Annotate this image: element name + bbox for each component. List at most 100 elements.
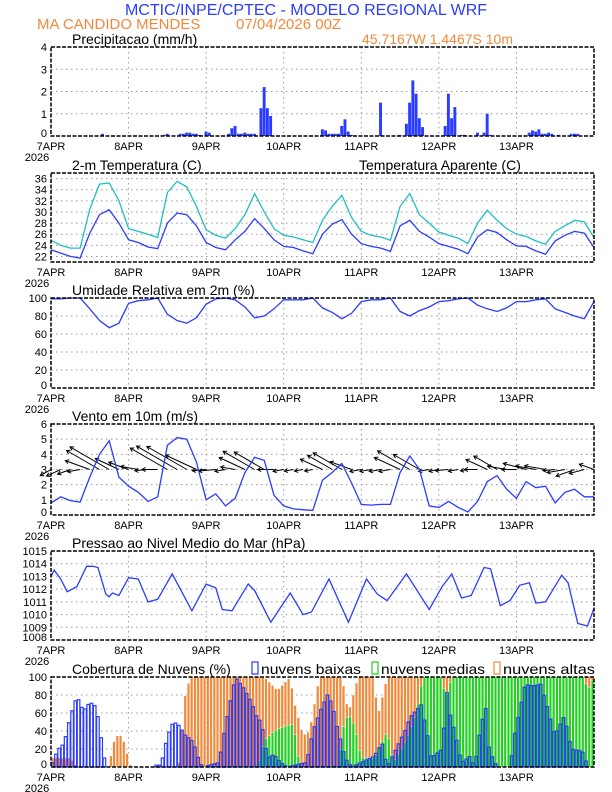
cloud-bar-nuvens-baixas — [76, 699, 81, 768]
wind-arrow-head — [329, 460, 335, 466]
cloud-bar-nuvens-baixas — [367, 757, 372, 768]
wind-arrow — [67, 469, 81, 473]
x-tick-label: 7APR — [37, 645, 66, 657]
wind-speed-line — [50, 436, 594, 513]
wind-arrow — [136, 445, 178, 470]
wind-arrow — [307, 454, 333, 470]
wind-arrow — [515, 465, 536, 470]
cloud-bar-nuvens-baixas — [170, 723, 175, 768]
y-tick-label: 30 — [35, 207, 47, 219]
wind-arrow — [465, 459, 488, 470]
precip-bar — [453, 107, 457, 136]
y-tick-label: 20 — [35, 365, 47, 377]
wind-arrow — [435, 469, 449, 472]
wind-arrow-head — [129, 447, 135, 452]
wind-arrow-head — [472, 455, 478, 460]
cloud-bar-nuvens-baixas — [92, 704, 97, 768]
wind-arrow — [569, 469, 585, 475]
cloud-bar-nuvens-altas — [125, 753, 129, 768]
precip-bar — [178, 133, 182, 136]
cloud-bar-nuvens-altas — [216, 676, 220, 768]
x-tick-label: 9APR — [192, 645, 221, 657]
cloud-bar-nuvens-baixas — [296, 763, 301, 768]
panel-wind: 01 2 3 4 5 6 7APR 8APR 9APR 10APR 11APR 12APR 13APR 2… — [25, 408, 595, 543]
precip-bar — [340, 125, 344, 136]
precip-bar — [188, 132, 192, 136]
precip-bar — [243, 132, 247, 136]
wind-arrow-head — [65, 449, 71, 455]
cloud-bar-nuvens-baixas — [312, 726, 317, 768]
cloud-bar-nuvens-baixas — [86, 703, 91, 768]
cloud-bar-nuvens-baixas — [186, 737, 191, 768]
x-tick-label: 11APR — [344, 267, 378, 279]
cloud-bar-nuvens-medias — [432, 676, 436, 768]
y-tick-label: 26 — [35, 229, 47, 241]
x-tick-label: 12APR — [421, 645, 456, 657]
precip-bar — [379, 102, 382, 136]
precip-bar — [450, 118, 454, 136]
station-location: 45.7167W 1.4467S 10m — [362, 31, 513, 47]
y-tick-label: 24 — [35, 240, 47, 252]
wind-arrow — [547, 469, 565, 474]
wind-arrow-head — [434, 467, 440, 473]
cloud-bar-nuvens-medias — [461, 676, 465, 768]
wind-arrow-head — [523, 463, 529, 469]
precip-bar — [324, 130, 328, 136]
cloud-bar-nuvens-medias — [506, 676, 510, 768]
cloud-bar-nuvens-altas — [300, 729, 304, 768]
precip-bar — [227, 133, 231, 136]
panel-title: Precipitacao (mm/h) — [72, 31, 197, 47]
y-tick-label: 40 — [35, 347, 47, 359]
x-tick-label: 12APR — [421, 520, 456, 532]
cloud-bar-nuvens-baixas — [438, 749, 443, 768]
cloud-bar-nuvens-baixas — [54, 753, 58, 768]
precip-bar — [269, 115, 273, 136]
y-tick-label: 0 — [41, 128, 47, 140]
cloud-bar-nuvens-baixas — [319, 708, 323, 768]
wind-arrow-head — [133, 467, 139, 473]
precip-bar — [181, 133, 185, 136]
cloud-bar-nuvens-baixas — [335, 725, 340, 768]
precip-bar — [421, 127, 424, 136]
wind-arrow — [198, 469, 216, 472]
panel-precip: 0 1 2 3 4 7APR 8APR 9APR 10APR 11APR 12APR 13APR 202… — [25, 31, 595, 164]
cloud-bar-nuvens-medias — [287, 724, 291, 768]
panel-title: Cobertura de Nuvens (%) — [72, 661, 231, 677]
cloud-bar-nuvens-altas — [390, 676, 394, 768]
wind-arrow — [284, 469, 294, 472]
panel-title: Pressao ao Nivel Medio do Mar (hPa) — [72, 535, 305, 551]
legend-apparent-temperature: Temperatura Aparente (C) — [359, 157, 521, 173]
wind-arrow-head — [213, 468, 219, 474]
wind-arrow — [312, 452, 343, 470]
wind-arrow — [57, 469, 71, 475]
cloud-bar-nuvens-altas — [196, 676, 200, 768]
x-year-label: 2026 — [25, 152, 49, 164]
cloud-bar-nuvens-medias — [458, 676, 462, 768]
y-tick-label: 1008 — [23, 632, 47, 644]
x-tick-label: 12APR — [421, 141, 456, 153]
panel-frame — [50, 676, 595, 768]
precip-bar — [530, 130, 534, 136]
y-tick-label: 2 — [41, 87, 47, 99]
precip-bar — [194, 133, 198, 136]
precip-bar — [101, 133, 105, 136]
wind-arrow — [165, 454, 197, 470]
wind-arrow-head — [514, 464, 520, 469]
cloud-bar-nuvens-baixas — [70, 710, 74, 768]
panel-clouds: 0 20 40 60 80 100 7APR 8APR 9APR 10APR 11APR 12APR 1… — [25, 661, 595, 792]
x-tick-label: 8APR — [114, 772, 143, 784]
precip-bar — [485, 113, 489, 136]
wind-arrow-head — [219, 465, 225, 470]
cloud-bar-nuvens-baixas — [374, 752, 378, 768]
precip-bar — [265, 108, 269, 136]
wind-arrow-head — [392, 453, 398, 459]
cloud-bar-nuvens-baixas — [273, 755, 278, 768]
cloud-bar-nuvens-baixas — [538, 683, 543, 768]
x-tick-label: 9APR — [192, 520, 221, 532]
cloud-bar-nuvens-baixas — [461, 760, 466, 768]
wind-arrow — [40, 469, 52, 477]
panel-frame — [50, 550, 595, 641]
cloud-bar-nuvens-medias — [355, 734, 359, 768]
